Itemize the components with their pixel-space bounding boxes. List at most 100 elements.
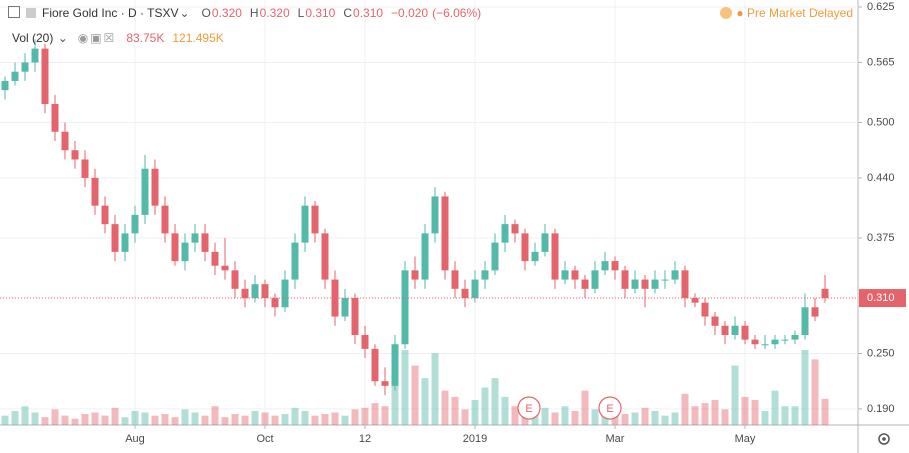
symbol-icon — [26, 8, 36, 18]
volume-bar — [341, 415, 349, 425]
y-tick-label: 0.500 — [867, 116, 895, 128]
y-tick-label: 0.565 — [867, 56, 895, 68]
x-tick-label: 2019 — [463, 433, 487, 445]
candle-body — [761, 344, 769, 346]
volume-bar — [101, 415, 109, 425]
ohlc-value: 0.310 — [353, 6, 384, 20]
volume-controls[interactable]: ◉▣☒ — [77, 31, 117, 45]
candle-body — [431, 196, 439, 234]
volume-bar — [591, 409, 599, 425]
candle-body — [201, 233, 209, 252]
candle-body — [311, 205, 319, 234]
volume-bar — [601, 412, 609, 425]
candle-body — [161, 205, 169, 234]
candle-body — [391, 344, 399, 386]
event-label: E — [525, 403, 532, 415]
volume-bar — [261, 412, 269, 425]
candle-body — [781, 339, 789, 341]
candle-body — [501, 224, 509, 243]
volume-bar — [811, 359, 819, 425]
volume-bar — [731, 365, 739, 425]
volume-bar — [61, 415, 69, 425]
candle-body — [191, 233, 199, 243]
volume-bar — [171, 417, 179, 425]
collapse-icon[interactable] — [8, 6, 20, 18]
volume-dropdown[interactable]: ⌄ — [54, 31, 68, 45]
candle-body — [361, 335, 369, 349]
volume-ma: 121.495K — [172, 31, 224, 45]
volume-bar — [191, 412, 199, 425]
candle-body — [421, 233, 429, 280]
settings-icon[interactable] — [878, 433, 890, 445]
candle-body — [791, 335, 799, 340]
volume-bar — [741, 396, 749, 425]
gear-center[interactable] — [882, 437, 886, 441]
volume-bar — [481, 387, 489, 425]
ohlc-value: 0.320 — [211, 6, 242, 20]
volume-bar — [411, 365, 419, 425]
volume-bar — [511, 406, 519, 425]
volume-bar — [21, 406, 29, 425]
volume-bar — [91, 412, 99, 425]
volume-bar — [671, 412, 679, 425]
ohlc-key: L — [297, 6, 305, 20]
candle-body — [131, 214, 139, 234]
candle-body — [641, 279, 649, 289]
volume-bar — [631, 412, 639, 425]
market-status[interactable]: ● Pre Market Delayed — [720, 6, 854, 20]
volume-bar — [651, 410, 659, 425]
dropdown-arrow[interactable]: ⌄ — [179, 6, 190, 20]
candle-body — [1, 80, 9, 91]
candle-body — [731, 325, 739, 336]
candle-body — [381, 381, 389, 386]
volume-bar — [781, 406, 789, 425]
candle-body — [411, 270, 419, 280]
candle-body — [41, 48, 49, 105]
candle-body — [571, 270, 579, 280]
y-tick-label: 0.625 — [867, 1, 895, 13]
volume-bar — [11, 410, 19, 425]
ohlc-values: O0.320 H0.320 L0.310 C0.310 −0.020 (−6.06%) — [202, 6, 483, 20]
candle-body — [51, 104, 59, 132]
candle-body — [211, 251, 219, 266]
volume-bar — [561, 406, 569, 425]
candle-body — [591, 270, 599, 289]
volume-bar — [381, 406, 389, 425]
volume-bar — [221, 417, 229, 425]
ohlc-key: H — [249, 6, 259, 20]
candle-body — [481, 270, 489, 280]
event-marker[interactable] — [598, 396, 622, 420]
volume-bar — [151, 415, 159, 425]
candle-body — [651, 279, 659, 289]
candle-body — [661, 279, 669, 281]
ohlc-key: O — [201, 6, 211, 20]
candle-body — [71, 150, 79, 160]
candle-body — [811, 307, 819, 317]
candle-body — [251, 284, 259, 299]
candle-body — [671, 270, 679, 280]
event-marker[interactable] — [517, 396, 541, 420]
candle-body — [701, 302, 709, 317]
volume-bar — [401, 350, 409, 425]
candle-body — [281, 279, 289, 308]
volume-bar — [461, 409, 469, 425]
axes: 0.625 0.565 0.500 0.440 0.375 0.310 0.250 0.190… — [0, 1, 906, 445]
grid — [0, 0, 858, 425]
volume-bar — [371, 403, 379, 425]
volume-title[interactable]: Vol (20) — [12, 31, 54, 45]
volume-bar — [281, 414, 289, 425]
volume-bar — [241, 415, 249, 425]
volume-bar — [441, 390, 449, 425]
symbol-title[interactable]: Fiore Gold Inc · D · TSXV — [42, 6, 179, 20]
x-tick-label: Aug — [125, 433, 145, 445]
volume-bar — [81, 414, 89, 425]
volume-bar — [71, 418, 79, 425]
gear[interactable] — [878, 433, 890, 445]
candle-body — [461, 288, 469, 299]
candle-body — [681, 270, 689, 299]
volume-bar — [681, 393, 689, 425]
volume-bar — [211, 406, 219, 425]
y-tick-label: 0.440 — [867, 172, 895, 184]
candle-body — [491, 242, 499, 271]
x-tick-label: May — [735, 433, 756, 445]
